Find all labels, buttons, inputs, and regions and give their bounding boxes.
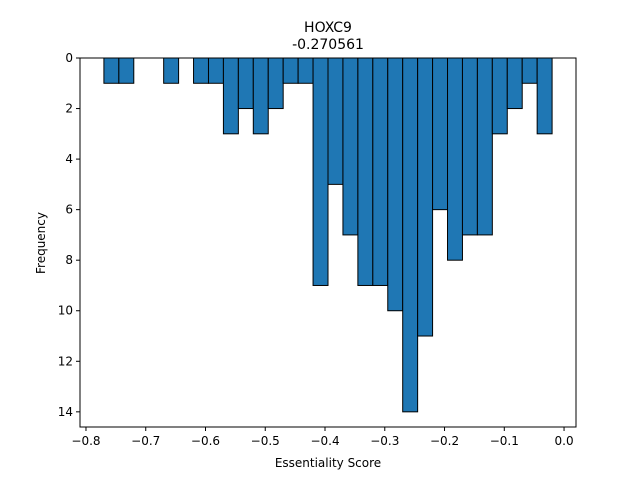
histogram-bar bbox=[163, 57, 180, 84]
histogram-bar bbox=[536, 57, 553, 135]
histogram-bar bbox=[327, 57, 344, 185]
bars-group bbox=[103, 57, 553, 413]
histogram-bar bbox=[312, 57, 329, 286]
histogram-bar bbox=[357, 57, 374, 286]
x-tick-label: −0.7 bbox=[131, 434, 160, 448]
plot-frame bbox=[79, 57, 577, 428]
y-tick-label: 8 bbox=[65, 253, 73, 267]
histogram-bar bbox=[267, 57, 284, 110]
y-tick-label: 4 bbox=[65, 152, 73, 166]
y-tick-label: 14 bbox=[58, 405, 73, 419]
y-tick-label: 6 bbox=[65, 203, 73, 217]
histogram-bar bbox=[521, 57, 538, 84]
x-tick-label: −0.2 bbox=[430, 434, 459, 448]
x-tick-label: −0.4 bbox=[310, 434, 339, 448]
histogram-bar bbox=[207, 57, 224, 84]
x-tick-label: 0.0 bbox=[555, 434, 574, 448]
histogram-bar bbox=[491, 57, 508, 135]
histogram-bar bbox=[387, 57, 404, 312]
histogram-bar bbox=[417, 57, 434, 337]
y-tick-label: 12 bbox=[58, 354, 73, 368]
histogram-bar bbox=[282, 57, 299, 84]
histogram-bar bbox=[447, 57, 463, 261]
histogram-bar bbox=[506, 57, 523, 110]
histogram-bar bbox=[222, 57, 239, 135]
y-tick-label: 2 bbox=[65, 102, 73, 116]
chart-subtitle: -0.270561 bbox=[292, 37, 364, 53]
histogram-bar bbox=[193, 57, 209, 84]
histogram-bar bbox=[252, 57, 269, 135]
y-tick-label: 10 bbox=[58, 304, 73, 318]
y-axis-label: Frequency bbox=[34, 212, 48, 274]
histogram-bar bbox=[342, 57, 359, 236]
histogram-bar bbox=[476, 57, 493, 236]
x-tick-label: −0.3 bbox=[370, 434, 399, 448]
x-axis-label: Essentiality Score bbox=[275, 456, 381, 470]
x-tick-label: −0.5 bbox=[251, 434, 280, 448]
histogram-bar bbox=[297, 57, 314, 84]
x-tick-label: −0.1 bbox=[490, 434, 519, 448]
histogram-bar bbox=[372, 57, 389, 286]
histogram-bar bbox=[118, 57, 135, 84]
x-tick-label: −0.8 bbox=[71, 434, 100, 448]
chart-title: HOXC9 bbox=[304, 20, 352, 36]
histogram-bar bbox=[432, 57, 449, 211]
x-tick-label: −0.6 bbox=[191, 434, 220, 448]
histogram-bar bbox=[402, 57, 419, 413]
y-tick-label: 0 bbox=[65, 51, 73, 65]
axes-group: −0.8 −0.7 −0.6 −0.5 −0.4 −0.3 −0.2 −0.1 0.0 0 2 4 6 8… bbox=[58, 51, 577, 448]
histogram-bar bbox=[103, 57, 120, 84]
histogram-bar bbox=[237, 57, 254, 110]
histogram-bar bbox=[461, 57, 478, 236]
